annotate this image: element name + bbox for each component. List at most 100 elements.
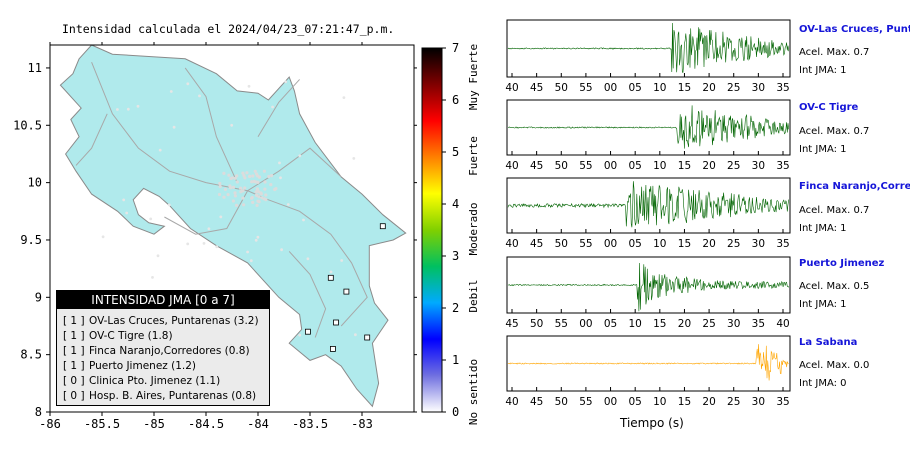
- trace-x-tick-label: 25: [727, 238, 740, 250]
- city-marker: [186, 82, 190, 86]
- trace-panel: [506, 99, 791, 156]
- city-marker: [254, 172, 259, 176]
- city-marker: [227, 173, 231, 177]
- y-tick-label: 8.5: [20, 348, 42, 362]
- country-outline: [59, 44, 407, 408]
- city-marker: [240, 189, 244, 193]
- trace-acel-max: Acel. Max. 0.7: [799, 126, 870, 137]
- trace-waveform: [507, 22, 789, 73]
- legend-station: OV-C Tigre (1.8): [89, 330, 173, 342]
- trace-x-tick-label: 20: [702, 82, 715, 94]
- trace-x-tick-label: 10: [628, 318, 641, 330]
- y-tick-label: 10: [28, 176, 42, 190]
- trace-x-tick-label: 10: [653, 160, 666, 172]
- road-line: [75, 113, 108, 166]
- city-marker: [270, 174, 274, 178]
- y-tick-label: 11: [28, 61, 42, 75]
- city-marker: [271, 105, 274, 109]
- city-marker: [230, 176, 234, 180]
- trace-acel-max: Acel. Max. 0.0: [799, 360, 870, 371]
- city-marker: [269, 183, 273, 187]
- city-marker: [222, 171, 226, 175]
- city-marker: [218, 181, 222, 186]
- x-tick-label: -84.5: [188, 417, 224, 431]
- city-marker: [172, 125, 176, 129]
- station-marker: [333, 319, 339, 326]
- road-line: [257, 79, 300, 137]
- city-marker: [246, 250, 250, 254]
- trace-int-jma: Int JMA: 1: [799, 65, 847, 76]
- trace-x-tick-label: 40: [505, 238, 518, 250]
- trace-int-jma: Int JMA: 1: [799, 223, 847, 234]
- station-marker: [304, 328, 311, 335]
- city-marker: [226, 193, 230, 197]
- trace-x-tick-label: 30: [752, 238, 765, 250]
- city-marker: [251, 200, 255, 204]
- trace-x-tick-label: 50: [530, 318, 543, 330]
- legend-level: [ 0 ]: [63, 375, 85, 387]
- trace-waveform: [507, 262, 789, 312]
- trace-x-tick-label: 20: [702, 396, 715, 408]
- trace-x-tick-label: 00: [604, 82, 617, 94]
- city-marker: [233, 194, 237, 198]
- trace-x-tick-label: 30: [752, 160, 765, 172]
- legend-station: Finca Naranjo,Corredores (0.8): [89, 345, 250, 357]
- city-marker: [218, 184, 222, 189]
- trace-station-name: La Sabana: [799, 337, 858, 348]
- city-marker: [298, 154, 302, 158]
- city-marker: [242, 173, 246, 178]
- trace-station-name: OV-C Tigre: [799, 102, 859, 113]
- x-tick-label: -85: [143, 417, 165, 431]
- city-marker: [149, 217, 153, 221]
- legend-entry: [ 0 ] Hosp. B. Aires, Puntarenas (0.8): [63, 390, 256, 402]
- city-marker: [264, 193, 268, 197]
- trace-x-tick-label: 35: [776, 82, 789, 94]
- legend-station: OV-Las Cruces, Puntarenas (3.2): [89, 315, 259, 327]
- trace-x-tick-label: 30: [727, 318, 740, 330]
- city-marker: [215, 245, 219, 249]
- page-title: Intensidad calculada el 2024/04/23_07:21…: [62, 22, 395, 36]
- x-tick-label: -83.5: [292, 417, 328, 431]
- road-line: [164, 190, 249, 235]
- trace-x-tick-label: 05: [604, 318, 617, 330]
- legend-entry: [ 1 ] Puerto Jimenez (1.2): [63, 360, 196, 372]
- trace-x-tick-label: 35: [776, 160, 789, 172]
- city-marker: [125, 211, 129, 215]
- trace-x-tick-label: 30: [752, 396, 765, 408]
- city-marker: [101, 235, 105, 239]
- city-marker: [257, 175, 262, 179]
- city-marker: [251, 174, 255, 178]
- road-line: [184, 67, 238, 183]
- city-marker: [156, 254, 160, 258]
- trace-x-tick-label: 50: [555, 82, 568, 94]
- road-line: [247, 190, 368, 327]
- city-marker: [186, 242, 190, 246]
- city-marker: [219, 215, 223, 219]
- trace-x-tick-label: 00: [604, 396, 617, 408]
- trace-int-jma: Int JMA: 1: [799, 299, 847, 310]
- trace-x-tick-label: 45: [530, 238, 543, 250]
- trace-x-tick-label: 15: [678, 82, 691, 94]
- trace-x-tick-label: 05: [628, 82, 641, 94]
- trace-station-name: OV-Las Cruces, Puntar: [799, 24, 910, 35]
- trace-x-tick-label: 55: [579, 396, 592, 408]
- trace-acel-max: Acel. Max. 0.5: [799, 281, 870, 292]
- city-marker: [298, 333, 302, 337]
- city-marker: [222, 195, 226, 199]
- city-marker: [354, 333, 357, 337]
- trace-x-tick-label: 25: [702, 318, 715, 330]
- trace-x-tick-label: 40: [505, 160, 518, 172]
- legend-station: Hosp. B. Aires, Puntarenas (0.8): [89, 390, 257, 402]
- city-marker: [245, 171, 249, 175]
- city-marker: [239, 186, 243, 190]
- city-marker: [228, 184, 232, 188]
- road-line: [91, 62, 248, 192]
- legend-entry: [ 1 ] OV-C Tigre (1.8): [63, 330, 173, 342]
- trace-x-tick-label: 55: [579, 238, 592, 250]
- city-marker: [342, 96, 346, 99]
- trace-panel: [506, 19, 791, 78]
- city-marker: [254, 238, 258, 242]
- legend-level: [ 0 ]: [63, 390, 85, 402]
- city-marker: [263, 180, 267, 184]
- trace-x-tick-label: 20: [678, 318, 691, 330]
